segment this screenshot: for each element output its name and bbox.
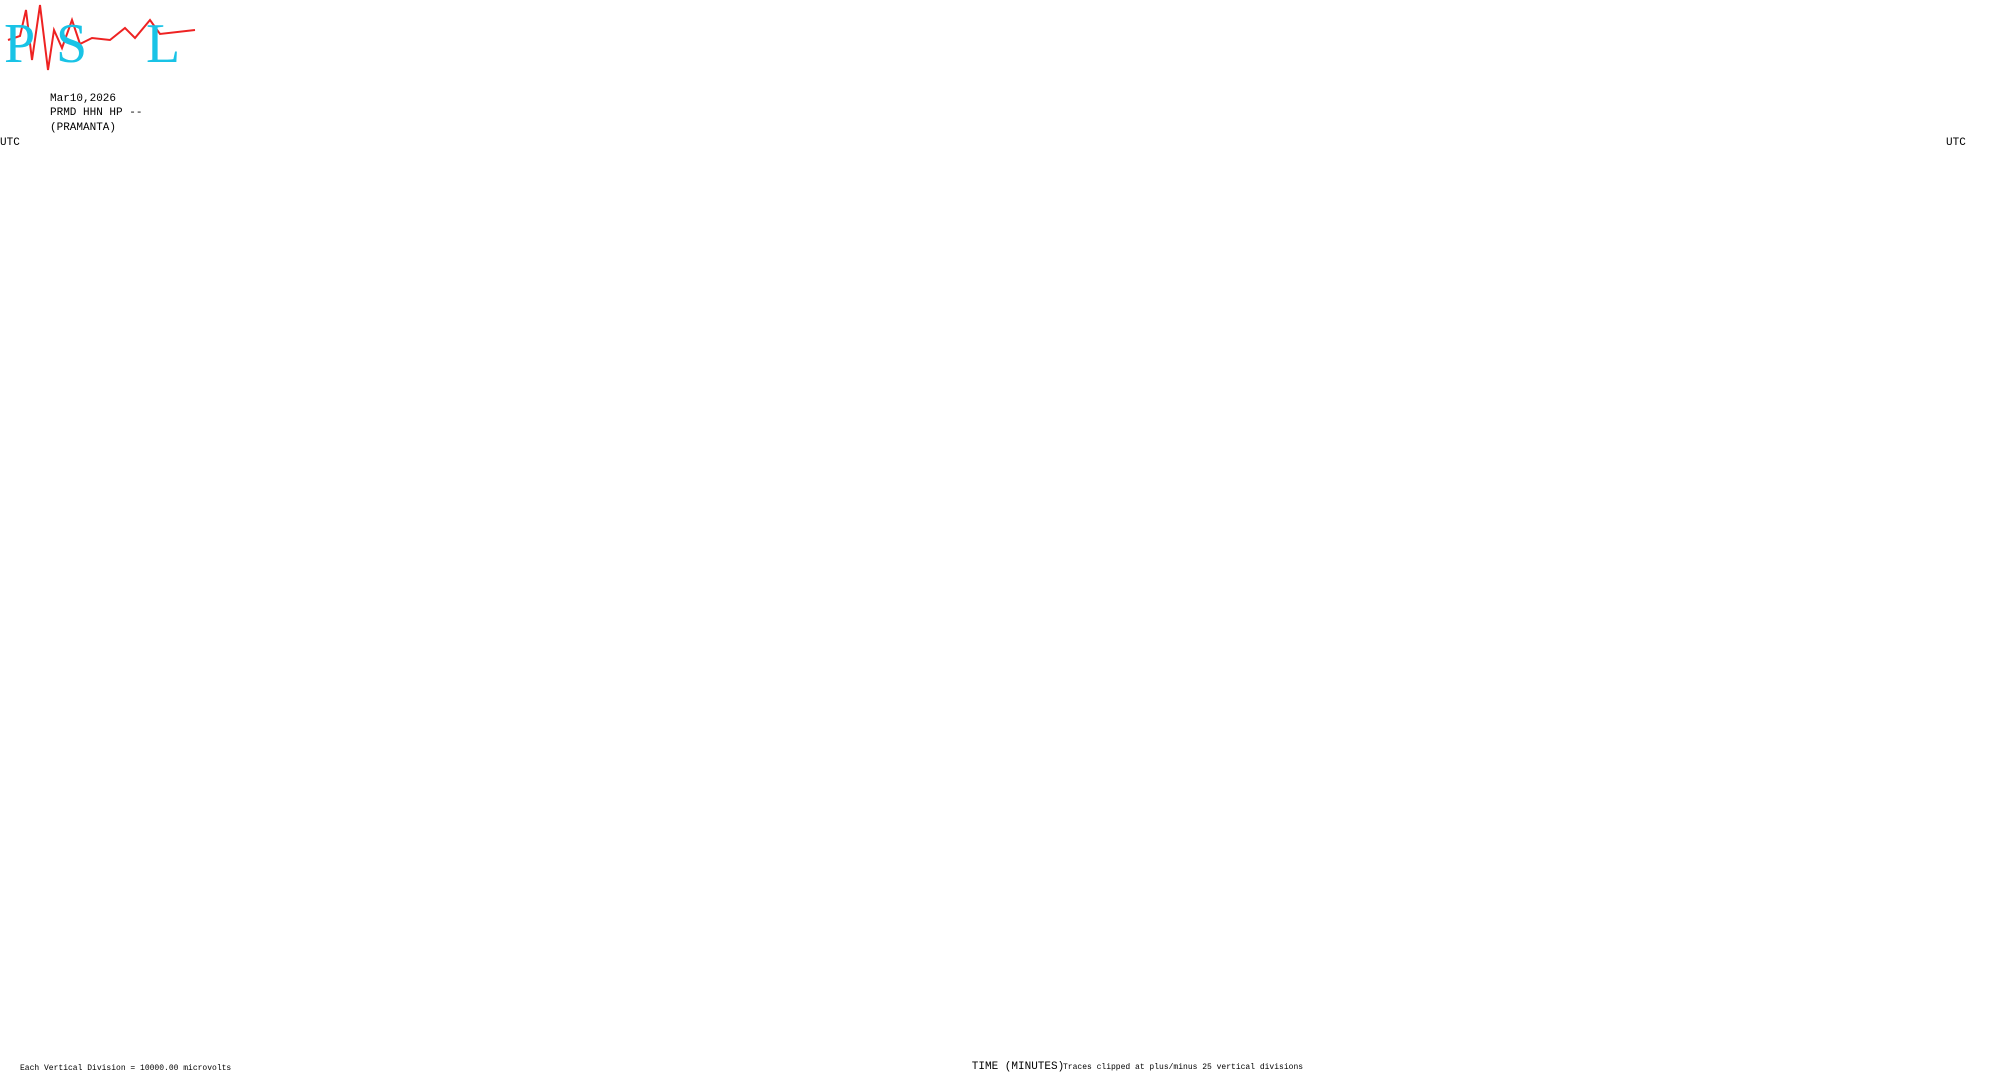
logo-letter: S [56,13,87,75]
date: Mar10,2026 [50,93,116,105]
footer-scale: Each Vertical Division = 10000.00 microv… [20,1064,231,1073]
utc-label: UTC [0,137,20,149]
site: (PRAMANTA) [50,122,116,134]
logo-letter: P [4,13,35,75]
x-axis-title: TIME (MINUTES) [972,1061,1064,1073]
utc-label: UTC [1946,137,1966,149]
station: PRMD HHN HP -- [50,107,142,119]
logo-letter: L [146,13,180,75]
logo-wave [7,4,196,71]
footer-clip: Traces clipped at plus/minus 25 vertical… [1063,1063,1303,1072]
